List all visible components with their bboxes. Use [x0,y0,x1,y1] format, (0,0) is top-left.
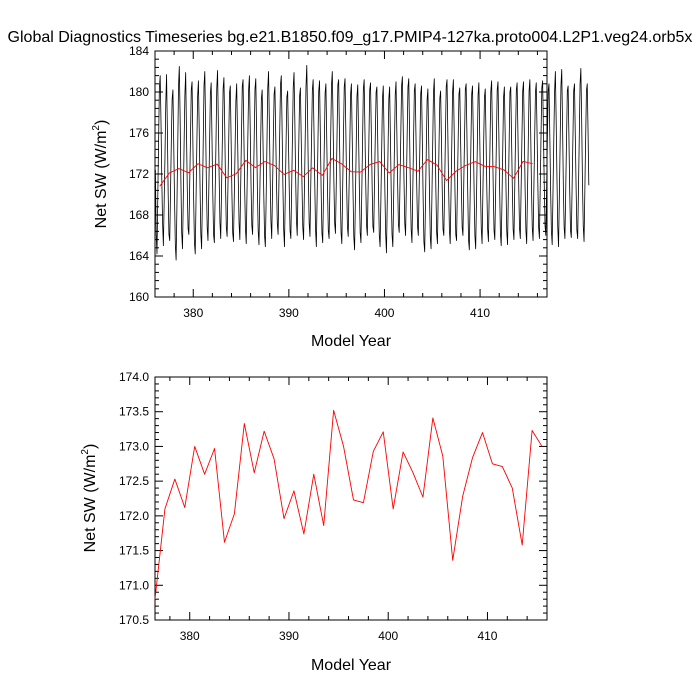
top-y-tick-label: 168 [129,208,149,222]
top-y-tick-label: 164 [129,249,149,263]
bottom-y-label-main: Net SW (W/m [82,455,99,553]
top-x-axis-label: Model Year [311,333,392,350]
top-y-label-main: Net SW (W/m [93,131,110,229]
top-x-tick-label: 380 [183,306,203,320]
bottom-panel: 380 390 400 410 170.5 171.0 171.5 172.0 172.5 173… [80,370,548,674]
top-y-tick-label: 184 [129,44,149,58]
bottom-y-label-close: ) [82,444,99,449]
top-y-label-sup: 2 [91,125,102,131]
chart-title: Global Diagnostics Timeseries bg.e21.B18… [8,29,693,46]
bottom-x-tick-label: 380 [180,629,200,643]
bottom-x-tick-label: 400 [378,629,398,643]
top-series [155,64,590,261]
top-panel: 380 390 400 410 160 164 168 172 176 180 184 Model … [91,44,590,350]
bottom-y-tick-label: 173.5 [119,405,149,419]
top-axis-ticks: 380 390 400 410 160 164 168 172 176 180 184 [129,44,547,320]
top-x-tick-label: 400 [374,306,394,320]
top-x-tick-label: 390 [279,306,299,320]
bottom-y-tick-label: 170.5 [119,613,149,627]
top-y-label-close: ) [93,120,110,125]
top-series-annual-mean [159,157,533,187]
top-y-tick-label: 172 [129,167,149,181]
bottom-y-tick-label: 171.5 [119,544,149,558]
bottom-x-tick-label: 410 [477,629,497,643]
bottom-y-tick-label: 172.0 [119,509,149,523]
bottom-y-tick-label: 173.0 [119,439,149,453]
bottom-series [154,409,543,600]
top-y-axis-label: Net SW (W/m2) [91,120,110,229]
top-series-monthly [155,64,590,261]
bottom-plot-frame [154,376,548,621]
bottom-x-axis-label: Model Year [311,657,392,674]
bottom-y-tick-label: 174.0 [119,370,149,384]
bottom-y-axis-label: Net SW (W/m2) [80,444,99,553]
top-x-tick-label: 410 [470,306,490,320]
bottom-x-tick-label: 390 [279,629,299,643]
bottom-series-annual-mean [154,409,543,600]
bottom-axis-ticks: 380 390 400 410 170.5 171.0 171.5 172.0 172.5 173… [119,370,548,643]
bottom-y-tick-label: 171.0 [119,578,149,592]
top-y-tick-label: 176 [129,126,149,140]
bottom-y-tick-label: 172.5 [119,474,149,488]
top-y-tick-label: 160 [129,290,149,304]
top-y-tick-label: 180 [129,85,149,99]
bottom-y-label-sup: 2 [80,449,91,455]
